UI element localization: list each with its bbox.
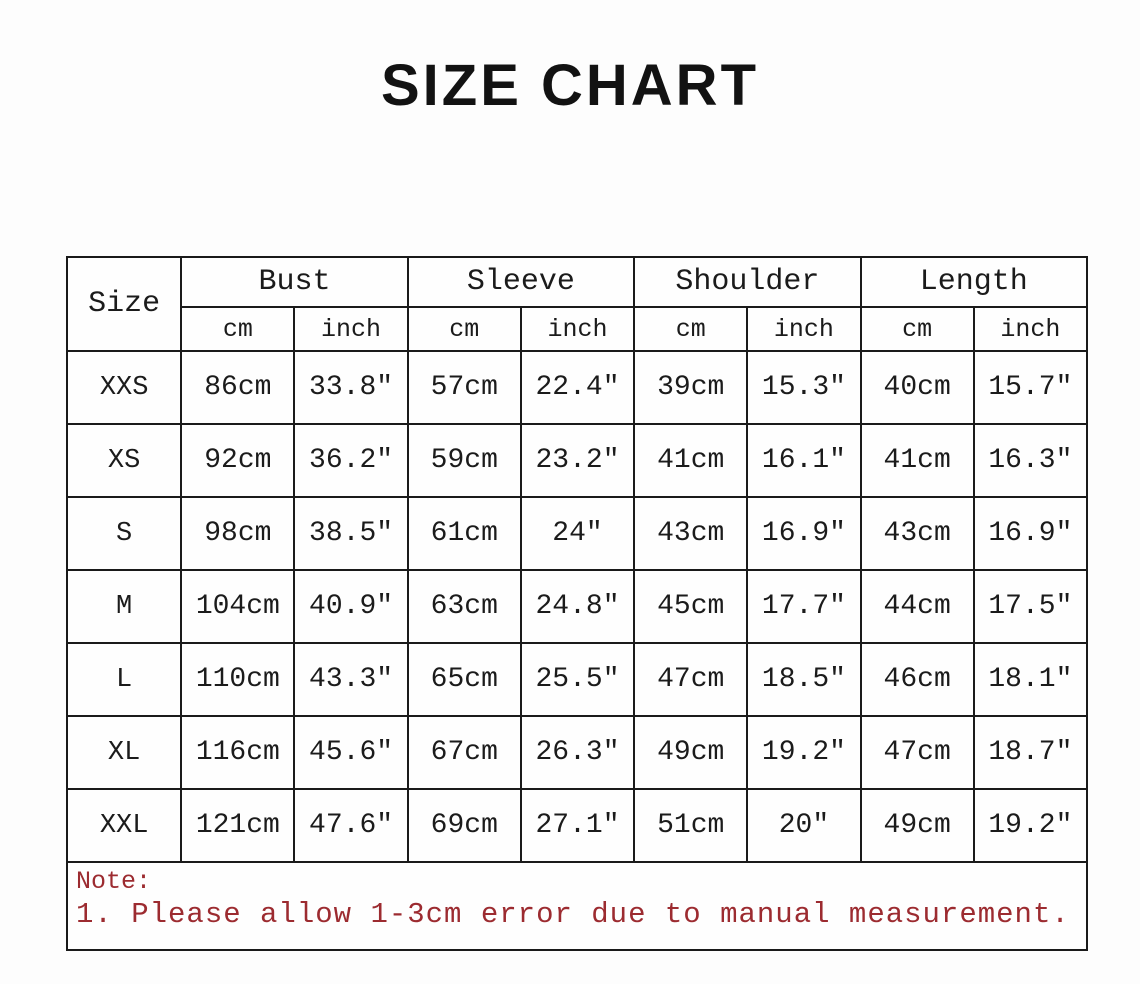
measurement-cell: 38.5″ — [293, 496, 409, 571]
note-label: Note: — [76, 867, 152, 896]
unit-header-length-inch: inch — [972, 306, 1089, 352]
measurement-cell: 46cm — [859, 642, 975, 717]
measurement-cell: 44cm — [859, 569, 975, 644]
measurement-cell: 22.4″ — [519, 350, 636, 425]
measurement-cell: 45.6″ — [293, 715, 409, 790]
measurement-cell: 49cm — [859, 788, 975, 863]
measurement-cell: 104cm — [180, 569, 296, 644]
measurement-cell: 116cm — [180, 715, 296, 790]
measurement-cell: 19.2″ — [972, 788, 1089, 863]
unit-header-sleeve-inch: inch — [519, 306, 636, 352]
table-row-xxs: XXS 86cm 33.8″ 57cm 22.4″ 39cm 15.3″ 40c… — [65, 350, 1089, 425]
measurement-cell: 41cm — [859, 423, 975, 498]
measurement-cell: 43cm — [633, 496, 749, 571]
measurement-cell: 19.2″ — [746, 715, 862, 790]
unit-header-shoulder-cm: cm — [633, 306, 749, 352]
measurement-cell: 43cm — [859, 496, 975, 571]
note-cell: Note: 1. Please allow 1-3cm error due to… — [66, 861, 1088, 951]
measurement-cell: 98cm — [180, 496, 296, 571]
size-label: XS — [65, 423, 183, 498]
measurement-cell: 69cm — [406, 788, 522, 863]
unit-header-sleeve-cm: cm — [406, 306, 522, 352]
measurement-cell: 59cm — [406, 423, 522, 498]
column-group-shoulder: Shoulder — [633, 256, 862, 308]
measurement-cell: 65cm — [406, 642, 522, 717]
measurement-cell: 40cm — [859, 350, 975, 425]
table-row-xxl: XXL 121cm 47.6″ 69cm 27.1″ 51cm 20″ 49cm… — [65, 788, 1089, 863]
table-row-s: S 98cm 38.5″ 61cm 24″ 43cm 16.9″ 43cm 16… — [65, 496, 1089, 571]
measurement-cell: 49cm — [633, 715, 749, 790]
measurement-cell: 110cm — [180, 642, 296, 717]
header-unit-row: cm inch cm inch cm inch cm inch — [67, 306, 1089, 352]
measurement-cell: 51cm — [633, 788, 749, 863]
measurement-cell: 24″ — [519, 496, 636, 571]
measurement-cell: 63cm — [406, 569, 522, 644]
measurement-cell: 27.1″ — [519, 788, 636, 863]
measurement-cell: 16.3″ — [972, 423, 1089, 498]
measurement-cell: 16.1″ — [746, 423, 862, 498]
measurement-cell: 17.5″ — [972, 569, 1089, 644]
size-label: XXL — [65, 788, 183, 863]
unit-header-shoulder-inch: inch — [746, 306, 862, 352]
column-group-length: Length — [859, 256, 1089, 308]
note-text: 1. Please allow 1-3cm error due to manua… — [76, 898, 1070, 931]
measurement-cell: 47cm — [859, 715, 975, 790]
size-label: M — [65, 569, 183, 644]
measurement-cell: 26.3″ — [519, 715, 636, 790]
table-row-l: L 110cm 43.3″ 65cm 25.5″ 47cm 18.5″ 46cm… — [65, 642, 1089, 717]
measurement-cell: 121cm — [180, 788, 296, 863]
measurement-cell: 40.9″ — [293, 569, 409, 644]
measurement-cell: 15.7″ — [972, 350, 1089, 425]
measurement-cell: 23.2″ — [519, 423, 636, 498]
measurement-cell: 47.6″ — [293, 788, 409, 863]
measurement-cell: 41cm — [633, 423, 749, 498]
size-column-header: Size — [65, 256, 183, 352]
column-group-bust: Bust — [180, 256, 409, 308]
column-group-sleeve: Sleeve — [406, 256, 636, 308]
size-table: Size Bust Sleeve Shoulder Length cm inch… — [65, 256, 1089, 951]
table-row-m: M 104cm 40.9″ 63cm 24.8″ 45cm 17.7″ 44cm… — [65, 569, 1089, 644]
note-row: Note: 1. Please allow 1-3cm error due to… — [66, 861, 1088, 951]
measurement-cell: 67cm — [406, 715, 522, 790]
measurement-cell: 39cm — [633, 350, 749, 425]
measurement-cell: 45cm — [633, 569, 749, 644]
measurement-cell: 33.8″ — [293, 350, 409, 425]
measurement-cell: 24.8″ — [519, 569, 636, 644]
measurement-cell: 18.7″ — [972, 715, 1089, 790]
measurement-cell: 86cm — [180, 350, 296, 425]
measurement-cell: 47cm — [633, 642, 749, 717]
unit-header-bust-cm: cm — [180, 306, 296, 352]
table-row-xl: XL 116cm 45.6″ 67cm 26.3″ 49cm 19.2″ 47c… — [65, 715, 1089, 790]
size-label: XXS — [65, 350, 183, 425]
measurement-cell: 16.9″ — [972, 496, 1089, 571]
measurement-cell: 25.5″ — [519, 642, 636, 717]
size-label: L — [65, 642, 183, 717]
unit-header-length-cm: cm — [859, 306, 975, 352]
measurement-cell: 18.5″ — [746, 642, 862, 717]
measurement-cell: 17.7″ — [746, 569, 862, 644]
measurement-cell: 18.1″ — [972, 642, 1089, 717]
size-label: S — [65, 496, 183, 571]
table-row-xs: XS 92cm 36.2″ 59cm 23.2″ 41cm 16.1″ 41cm… — [65, 423, 1089, 498]
measurement-cell: 61cm — [406, 496, 522, 571]
measurement-cell: 43.3″ — [293, 642, 409, 717]
measurement-cell: 15.3″ — [746, 350, 862, 425]
measurement-cell: 57cm — [406, 350, 522, 425]
measurement-cell: 92cm — [180, 423, 296, 498]
measurement-cell: 20″ — [746, 788, 862, 863]
page-title: SIZE CHART — [381, 53, 759, 118]
measurement-cell: 36.2″ — [293, 423, 409, 498]
measurement-cell: 16.9″ — [746, 496, 862, 571]
header-group-row: Size Bust Sleeve Shoulder Length — [65, 256, 1089, 352]
size-label: XL — [65, 715, 183, 790]
unit-header-bust-inch: inch — [293, 306, 409, 352]
